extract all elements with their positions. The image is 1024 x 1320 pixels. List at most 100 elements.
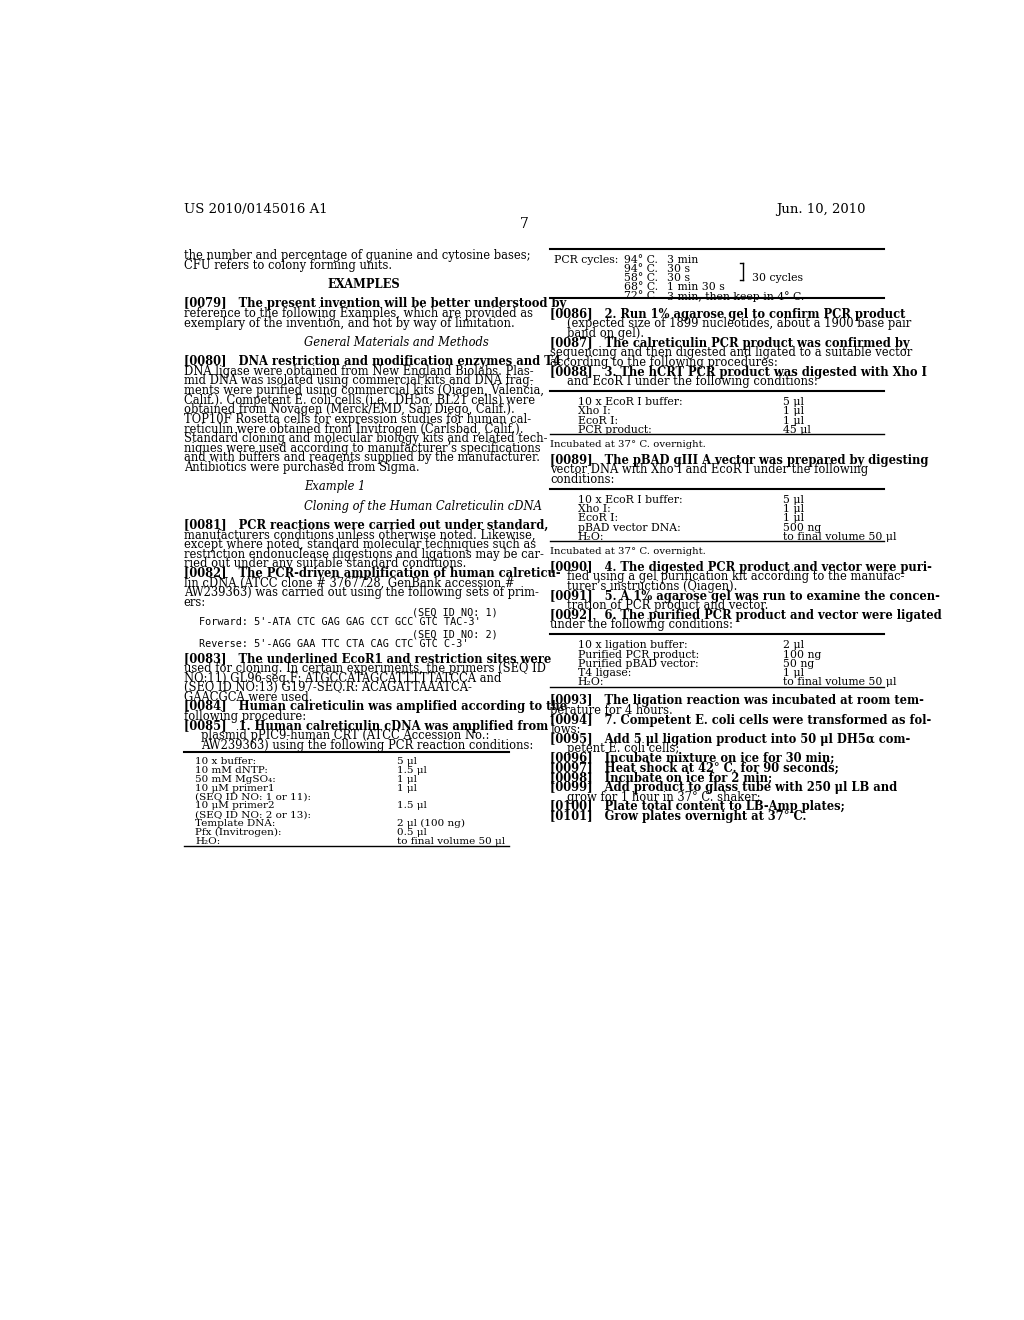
Text: (SEQ ID NO: 1 or 11):: (SEQ ID NO: 1 or 11): [196, 792, 311, 801]
Text: H₂O:: H₂O: [578, 677, 604, 688]
Text: [0101]   Grow plates overnight at 37° C.: [0101] Grow plates overnight at 37° C. [550, 810, 807, 822]
Text: 50 mM MgSO₄:: 50 mM MgSO₄: [196, 775, 276, 784]
Text: vector DNA with Xho I and EcoR I under the following: vector DNA with Xho I and EcoR I under t… [550, 463, 868, 477]
Text: EXAMPLES: EXAMPLES [328, 279, 400, 292]
Text: 45 μl: 45 μl [783, 425, 811, 434]
Text: and with buffers and reagents supplied by the manufacturer.: and with buffers and reagents supplied b… [183, 451, 540, 465]
Text: [0090]   4. The digested PCR product and vector were puri-: [0090] 4. The digested PCR product and v… [550, 561, 932, 574]
Text: (SEQ ID NO: 2 or 13):: (SEQ ID NO: 2 or 13): [196, 810, 311, 820]
Text: 94° C.: 94° C. [624, 264, 657, 275]
Text: turer’s instructions (Qiagen).: turer’s instructions (Qiagen). [567, 579, 738, 593]
Text: PCR product:: PCR product: [578, 425, 651, 434]
Text: band on gel).: band on gel). [567, 327, 644, 341]
Text: [0092]   6. The purified PCR product and vector were ligated: [0092] 6. The purified PCR product and v… [550, 609, 942, 622]
Text: ried out under any suitable standard conditions.: ried out under any suitable standard con… [183, 557, 466, 570]
Text: [0085]   1. Human calreticulin cDNA was amplified from: [0085] 1. Human calreticulin cDNA was am… [183, 719, 548, 733]
Text: 1 μl: 1 μl [783, 416, 804, 425]
Text: 50 ng: 50 ng [783, 659, 814, 669]
Text: 30 s: 30 s [667, 264, 689, 275]
Text: and EcoR I under the following conditions:: and EcoR I under the following condition… [567, 375, 818, 388]
Text: petent E. coli cells;: petent E. coli cells; [567, 742, 680, 755]
Text: 10 x EcoR I buffer:: 10 x EcoR I buffer: [578, 495, 682, 504]
Text: [0088]   3. The hCRT PCR product was digested with Xho I: [0088] 3. The hCRT PCR product was diges… [550, 366, 928, 379]
Text: 10 mM dNTP:: 10 mM dNTP: [196, 766, 268, 775]
Text: 94° C.: 94° C. [624, 256, 657, 265]
Text: 30 cycles: 30 cycles [752, 273, 803, 282]
Text: (SEQ ID NO:13) G197-SEQ.R: ACAGATTAAATCA-: (SEQ ID NO:13) G197-SEQ.R: ACAGATTAAATCA… [183, 681, 472, 694]
Text: 10 μM primer1: 10 μM primer1 [196, 784, 275, 792]
Text: (expected size of 1899 nucleotides, about a 1900 base pair: (expected size of 1899 nucleotides, abou… [567, 317, 911, 330]
Text: Standard cloning and molecular biology kits and related tech-: Standard cloning and molecular biology k… [183, 432, 547, 445]
Text: EcoR I:: EcoR I: [578, 513, 617, 523]
Text: under the following conditions:: under the following conditions: [550, 619, 733, 631]
Text: Xho I:: Xho I: [578, 407, 610, 416]
Text: to final volume 50 μl: to final volume 50 μl [397, 837, 505, 846]
Text: 10 μM primer2: 10 μM primer2 [196, 801, 275, 810]
Text: 1 min 30 s: 1 min 30 s [667, 282, 724, 292]
Text: restriction endonuclease digestions and ligations may be car-: restriction endonuclease digestions and … [183, 548, 544, 561]
Text: lows:: lows: [550, 723, 581, 737]
Text: 1 μl: 1 μl [783, 513, 804, 523]
Text: [0081]   PCR reactions were carried out under standard,: [0081] PCR reactions were carried out un… [183, 519, 548, 532]
Text: US 2010/0145016 A1: US 2010/0145016 A1 [183, 203, 328, 216]
Text: Incubated at 37° C. overnight.: Incubated at 37° C. overnight. [550, 548, 707, 556]
Text: Template DNA:: Template DNA: [196, 818, 275, 828]
Text: pBAD vector DNA:: pBAD vector DNA: [578, 523, 680, 532]
Text: Jun. 10, 2010: Jun. 10, 2010 [776, 203, 866, 216]
Text: reticulin were obtained from Invitrogen (Carlsbad, Calif.).: reticulin were obtained from Invitrogen … [183, 422, 523, 436]
Text: niques were used according to manufacturer’s specifications: niques were used according to manufactur… [183, 442, 541, 455]
Text: General Materials and Methods: General Materials and Methods [304, 335, 488, 348]
Text: Pfx (Invitrogen):: Pfx (Invitrogen): [196, 828, 282, 837]
Text: 5 μl: 5 μl [397, 758, 417, 766]
Text: Calif.). Competent E. coli cells (i.e., DH5α, BL21 cells) were: Calif.). Competent E. coli cells (i.e., … [183, 393, 535, 407]
Text: perature for 4 hours.: perature for 4 hours. [550, 704, 673, 717]
Text: Xho I:: Xho I: [578, 504, 610, 513]
Text: 1.5 μl: 1.5 μl [397, 801, 427, 810]
Text: 72° C.: 72° C. [624, 290, 658, 301]
Text: fied using a gel purification kit according to the manufac-: fied using a gel purification kit accord… [567, 570, 905, 583]
Text: 500 ng: 500 ng [783, 523, 821, 532]
Text: GAACGCA were used.: GAACGCA were used. [183, 690, 312, 704]
Text: [0084]   Human calreticulin was amplified according to the: [0084] Human calreticulin was amplified … [183, 701, 567, 714]
Text: [0098]   Incubate on ice for 2 min;: [0098] Incubate on ice for 2 min; [550, 771, 773, 784]
Text: 10 x buffer:: 10 x buffer: [196, 758, 257, 766]
Text: Reverse: 5'-AGG GAA TTC CTA CAG CTC GTC C-3': Reverse: 5'-AGG GAA TTC CTA CAG CTC GTC … [200, 639, 469, 649]
Text: [0083]   The underlined EcoR1 and restriction sites were: [0083] The underlined EcoR1 and restrict… [183, 652, 551, 665]
Text: 5 μl: 5 μl [783, 397, 804, 407]
Text: manufacturers conditions unless otherwise noted. Likewise,: manufacturers conditions unless otherwis… [183, 528, 536, 541]
Text: 10 x ligation buffer:: 10 x ligation buffer: [578, 640, 687, 651]
Text: [0086]   2. Run 1% agarose gel to confirm PCR product: [0086] 2. Run 1% agarose gel to confirm … [550, 308, 906, 321]
Text: 1 μl: 1 μl [397, 775, 417, 784]
Text: Purified pBAD vector:: Purified pBAD vector: [578, 659, 698, 669]
Text: [0096]   Incubate mixture on ice for 30 min;: [0096] Incubate mixture on ice for 30 mi… [550, 752, 835, 766]
Text: plasmid pPIC9-human CRT (ATCC Accession No.:: plasmid pPIC9-human CRT (ATCC Accession … [201, 730, 489, 742]
Text: 68° C.: 68° C. [624, 282, 658, 292]
Text: tration of PCR product and vector.: tration of PCR product and vector. [567, 599, 769, 612]
Text: the number and percentage of guanine and cytosine bases;: the number and percentage of guanine and… [183, 249, 530, 263]
Text: PCR cycles:: PCR cycles: [554, 256, 618, 265]
Text: [0087]   The calreticulin PCR product was confirmed by: [0087] The calreticulin PCR product was … [550, 337, 910, 350]
Text: [0094]   7. Competent E. coli cells were transformed as fol-: [0094] 7. Competent E. coli cells were t… [550, 714, 932, 726]
Text: H₂O:: H₂O: [578, 532, 604, 541]
Text: according to the following procedures:: according to the following procedures: [550, 356, 778, 368]
Text: EcoR I:: EcoR I: [578, 416, 617, 425]
Text: Incubated at 37° C. overnight.: Incubated at 37° C. overnight. [550, 441, 707, 449]
Text: ments were purified using commercial kits (Qiagen, Valencia,: ments were purified using commercial kit… [183, 384, 544, 397]
Text: lin cDNA (ATCC clone # 3767728, GenBank accession #: lin cDNA (ATCC clone # 3767728, GenBank … [183, 577, 514, 590]
Text: conditions:: conditions: [550, 473, 614, 486]
Text: 100 ng: 100 ng [783, 649, 821, 660]
Text: 30 s: 30 s [667, 273, 689, 282]
Text: NO:11) GL96-seq.F: ATGCCATAGCATTTTTATCCA and: NO:11) GL96-seq.F: ATGCCATAGCATTTTTATCCA… [183, 672, 501, 685]
Text: [0082]   The PCR-driven amplification of human calreticu-: [0082] The PCR-driven amplification of h… [183, 566, 560, 579]
Text: Example 1: Example 1 [304, 480, 366, 494]
Text: 2 μl: 2 μl [783, 640, 804, 651]
Text: 1 μl: 1 μl [397, 784, 417, 792]
Text: 1.5 μl: 1.5 μl [397, 766, 427, 775]
Text: T4 ligase:: T4 ligase: [578, 668, 631, 678]
Text: [0091]   5. A 1% agarose gel was run to examine the concen-: [0091] 5. A 1% agarose gel was run to ex… [550, 590, 940, 603]
Text: 7: 7 [520, 216, 529, 231]
Text: [0097]   Heat shock at 42° C. for 90 seconds;: [0097] Heat shock at 42° C. for 90 secon… [550, 762, 840, 775]
Text: [0080]   DNA restriction and modification enzymes and T4: [0080] DNA restriction and modification … [183, 355, 560, 368]
Text: Purified PCR product:: Purified PCR product: [578, 649, 698, 660]
Text: mid DNA was isolated using commercial kits and DNA frag-: mid DNA was isolated using commercial ki… [183, 375, 534, 387]
